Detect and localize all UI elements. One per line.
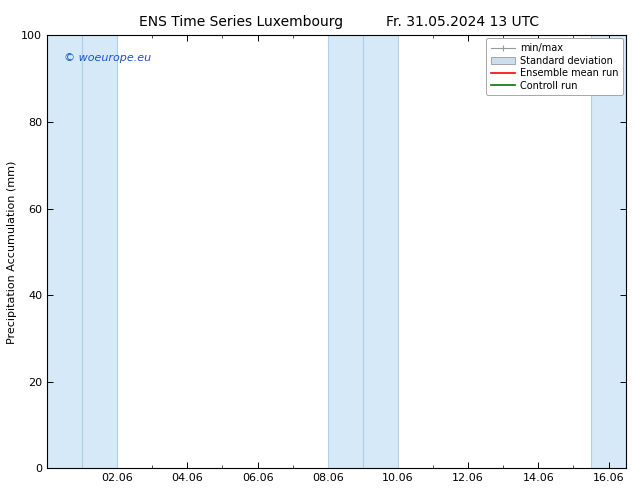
Text: ENS Time Series Luxembourg: ENS Time Series Luxembourg (139, 15, 343, 29)
Bar (328, 35, 363, 468)
Text: Fr. 31.05.2024 13 UTC: Fr. 31.05.2024 13 UTC (386, 15, 540, 29)
Legend: min/max, Standard deviation, Ensemble mean run, Controll run: min/max, Standard deviation, Ensemble me… (486, 38, 623, 96)
Bar (82, 35, 117, 468)
Text: © woeurope.eu: © woeurope.eu (64, 53, 152, 63)
Bar (363, 35, 398, 468)
Bar (47, 35, 82, 468)
Y-axis label: Precipitation Accumulation (mm): Precipitation Accumulation (mm) (7, 160, 17, 343)
Bar (591, 35, 626, 468)
